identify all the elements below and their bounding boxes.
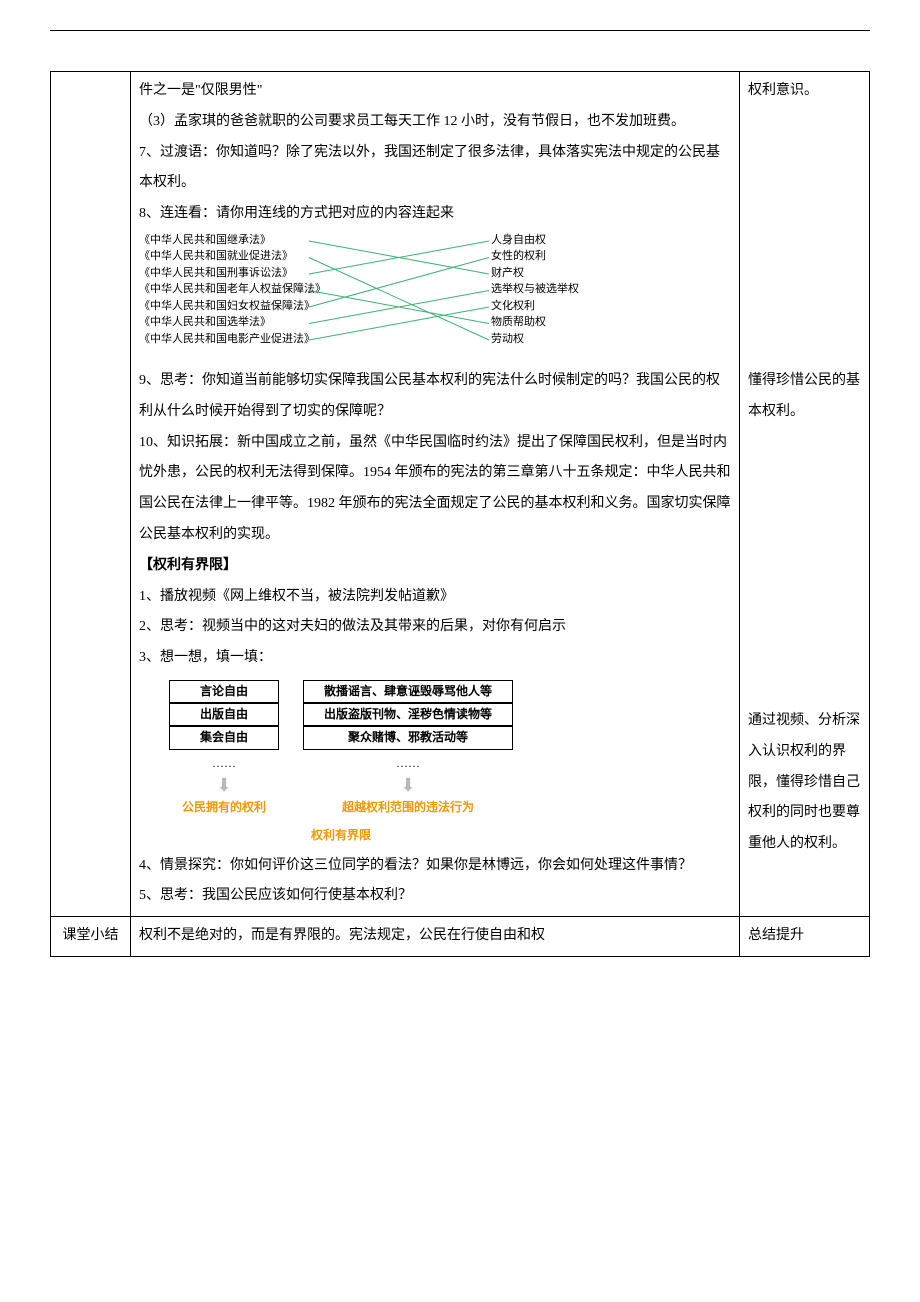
para: 1、播放视频《网上维权不当，被法院判发帖道歉》: [139, 582, 731, 613]
rights-box-right: 散播谣言、肆意诬毁辱骂他人等: [303, 680, 513, 703]
match-right-item: 人身自由权: [491, 232, 579, 249]
orange-label-bottom: 权利有界限: [169, 822, 513, 848]
match-left-item: 《中华人民共和国选举法》: [139, 314, 326, 331]
para: （3）孟家琪的爸爸就职的公司要求员工每天工作 12 小时，没有节假日，也不发加班…: [139, 107, 731, 138]
match-right-item: 物质帮助权: [491, 314, 579, 331]
down-arrow-icon: ⬇: [303, 776, 513, 794]
matching-right-list: 人身自由权 女性的权利 财产权 选举权与被选举权 文化权利 物质帮助权 劳动权: [491, 232, 579, 348]
rights-diagram: 言论自由 散播谣言、肆意诬毁辱骂他人等 出版自由 出版盗版刊物、淫秽色情读物等 …: [169, 680, 549, 849]
match-right-item: 财产权: [491, 265, 579, 282]
match-right-item: 女性的权利: [491, 248, 579, 265]
para: 3、想一想，填一填：: [139, 643, 731, 674]
para: 7、过渡语：你知道吗？除了宪法以外，我国还制定了很多法律，具体落实宪法中规定的公…: [139, 138, 731, 200]
rights-box-left: 言论自由: [169, 680, 279, 703]
match-left-item: 《中华人民共和国就业促进法》: [139, 248, 326, 265]
match-left-item: 《中华人民共和国妇女权益保障法》: [139, 298, 326, 315]
orange-label-right: 超越权利范围的违法行为: [303, 794, 513, 820]
table-row: 件之一是"仅限男性" （3）孟家琪的爸爸就职的公司要求员工每天工作 12 小时，…: [51, 72, 870, 917]
row2-content-cell: 权利不是绝对的，而是有界限的。宪法规定，公民在行使自由和权: [131, 917, 740, 957]
note-text: 懂得珍惜公民的基本权利。: [748, 366, 861, 706]
rights-box-left: 出版自由: [169, 703, 279, 726]
para: 8、连连看：请你用连线的方式把对应的内容连起来: [139, 199, 731, 230]
para: 2、思考：视频当中的这对夫妇的做法及其带来的后果，对你有何启示: [139, 612, 731, 643]
match-right-item: 选举权与被选举权: [491, 281, 579, 298]
ellipsis: ……: [169, 750, 279, 776]
row1-label-cell: [51, 72, 131, 917]
note-text: 通过视频、分析深入认识权利的界限，懂得珍惜自己权利的同时也要尊重他人的权利。: [748, 706, 861, 860]
matching-diagram: 《中华人民共和国继承法》 《中华人民共和国就业促进法》 《中华人民共和国刑事诉讼…: [139, 232, 579, 360]
row2-notes-cell: 总结提升: [740, 917, 870, 957]
para: 9、思考：你知道当前能够切实保障我国公民基本权利的宪法什么时候制定的吗？我国公民…: [139, 366, 731, 428]
para: 10、知识拓展：新中国成立之前，虽然《中华民国临时约法》提出了保障国民权利，但是…: [139, 428, 731, 551]
note-text: 权利意识。: [748, 76, 861, 366]
rights-box-right: 聚众赌博、邪教活动等: [303, 726, 513, 749]
match-right-item: 文化权利: [491, 298, 579, 315]
table-row: 课堂小结 权利不是绝对的，而是有界限的。宪法规定，公民在行使自由和权 总结提升: [51, 917, 870, 957]
para: 4、情景探究：你如何评价这三位同学的看法？如果你是林博远，你会如何处理这件事情？: [139, 851, 731, 882]
matching-left-list: 《中华人民共和国继承法》 《中华人民共和国就业促进法》 《中华人民共和国刑事诉讼…: [139, 232, 326, 348]
orange-label-left: 公民拥有的权利: [169, 794, 279, 820]
para: 件之一是"仅限男性": [139, 76, 731, 107]
para: 5、思考：我国公民应该如何行使基本权利？: [139, 881, 731, 912]
match-left-item: 《中华人民共和国刑事诉讼法》: [139, 265, 326, 282]
ellipsis: ……: [303, 750, 513, 776]
section-heading: 【权利有界限】: [139, 551, 731, 582]
page-top-rule: [50, 30, 870, 31]
para: 权利不是绝对的，而是有界限的。宪法规定，公民在行使自由和权: [139, 921, 731, 952]
row1-content-cell: 件之一是"仅限男性" （3）孟家琪的爸爸就职的公司要求员工每天工作 12 小时，…: [131, 72, 740, 917]
match-left-item: 《中华人民共和国电影产业促进法》: [139, 331, 326, 348]
rights-box-left: 集会自由: [169, 726, 279, 749]
down-arrow-icon: ⬇: [169, 776, 279, 794]
row1-notes-cell: 权利意识。 懂得珍惜公民的基本权利。 通过视频、分析深入认识权利的界限，懂得珍惜…: [740, 72, 870, 917]
match-left-item: 《中华人民共和国继承法》: [139, 232, 326, 249]
row2-label-cell: 课堂小结: [51, 917, 131, 957]
match-right-item: 劳动权: [491, 331, 579, 348]
lesson-plan-table: 件之一是"仅限男性" （3）孟家琪的爸爸就职的公司要求员工每天工作 12 小时，…: [50, 71, 870, 957]
rights-box-right: 出版盗版刊物、淫秽色情读物等: [303, 703, 513, 726]
match-left-item: 《中华人民共和国老年人权益保障法》: [139, 281, 326, 298]
